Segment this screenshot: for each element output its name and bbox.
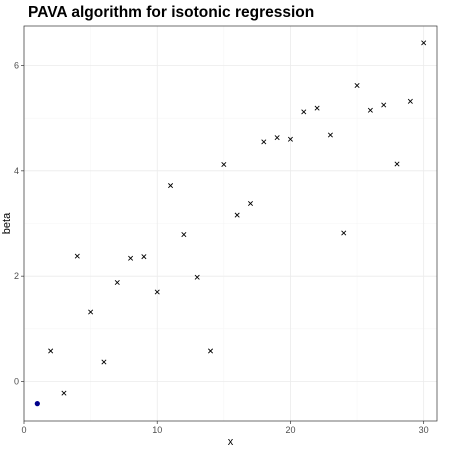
data-point <box>61 390 67 396</box>
chart-title: PAVA algorithm for isotonic regression <box>28 4 314 21</box>
x-axis-label: x <box>228 436 234 448</box>
data-point <box>394 161 400 167</box>
data-point <box>128 255 134 261</box>
data-point <box>168 183 174 189</box>
data-point <box>221 161 227 168</box>
data-point <box>341 230 347 236</box>
data-point <box>261 139 267 145</box>
y-tick-label: 0 <box>14 377 19 387</box>
data-point-highlight <box>34 401 40 407</box>
x-tick-label: 30 <box>419 425 429 435</box>
data-point <box>114 279 120 286</box>
data-point <box>154 289 160 295</box>
data-point <box>287 136 293 142</box>
axis-ticks <box>21 65 425 424</box>
y-tick-label: 6 <box>14 61 19 71</box>
data-point <box>381 102 387 108</box>
axis-tick-labels: 0 10 20 30 0 2 4 6 <box>14 61 429 436</box>
data-point <box>274 135 280 141</box>
data-point <box>207 348 214 354</box>
data-point <box>327 132 333 138</box>
data-point <box>421 40 427 46</box>
data-point <box>141 254 147 260</box>
data-point <box>354 82 360 89</box>
y-axis-label: beta <box>1 212 13 234</box>
x-tick-label: 10 <box>152 425 162 435</box>
x-tick-label: 0 <box>21 425 26 435</box>
data-point <box>314 105 320 111</box>
panel-border <box>23 25 438 422</box>
data-point <box>48 348 54 354</box>
data-point <box>88 309 94 315</box>
data-point <box>367 107 373 113</box>
data-point <box>234 212 240 218</box>
data-point <box>194 274 200 280</box>
minor-gridlines <box>24 26 437 421</box>
y-tick-label: 2 <box>14 271 19 281</box>
data-point <box>247 200 254 207</box>
data-point <box>301 109 307 115</box>
data-point <box>101 359 107 365</box>
data-point <box>181 232 187 238</box>
y-tick-label: 4 <box>14 166 19 176</box>
data-points <box>34 40 427 407</box>
data-point <box>74 253 80 259</box>
x-tick-label: 20 <box>285 425 295 435</box>
data-point <box>407 98 413 104</box>
